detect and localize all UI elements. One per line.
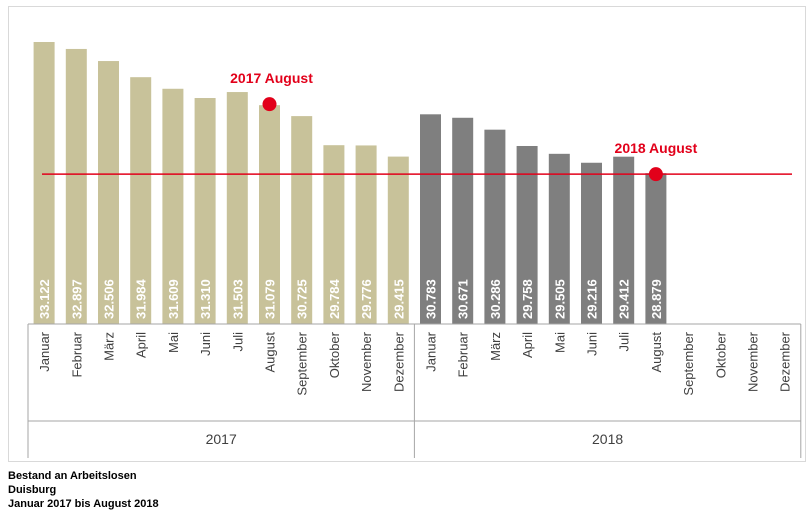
x-tick-label: Februar (456, 331, 471, 377)
bar-value-label: 31.310 (198, 279, 213, 319)
bar-value-label: 30.783 (424, 279, 439, 319)
x-tick-label: April (134, 332, 149, 358)
x-tick-label: Juni (198, 332, 213, 356)
x-tick-label: Juni (585, 332, 600, 356)
bar-value-label: 32.897 (69, 279, 84, 319)
bar-value-label: 30.671 (456, 279, 471, 319)
x-group-label: 2018 (592, 431, 623, 447)
bar-value-label: 31.503 (230, 279, 245, 319)
x-tick-label: November (359, 331, 374, 392)
bar-value-label: 29.412 (617, 279, 632, 319)
bar-2017-5 (162, 88, 184, 325)
bar-2017-3 (98, 61, 119, 325)
x-tick-label: Januar (424, 331, 439, 371)
x-tick-label: August (263, 332, 278, 373)
x-tick-label: Februar (69, 331, 84, 377)
bar-value-label: 31.609 (166, 279, 181, 319)
bar-2018-6 (581, 162, 602, 324)
bar-value-label: 29.758 (520, 279, 535, 319)
bar-value-label: 29.776 (359, 279, 374, 319)
bar-2017-8 (259, 105, 280, 324)
bar-2018-4 (516, 145, 538, 324)
chart-frame (8, 6, 806, 462)
x-tick-label: Mai (552, 332, 567, 353)
x-tick-label: Dezember (391, 331, 406, 392)
bar-value-label: 31.984 (134, 278, 149, 319)
x-tick-label: September (295, 331, 310, 395)
annotation-marker (648, 167, 663, 182)
annotation-label: 2017 August (230, 70, 313, 86)
bar-2018-3 (484, 129, 506, 324)
bar-value-label: 29.415 (391, 279, 406, 319)
bar-2017-12 (387, 156, 409, 324)
bar-2017-7 (226, 92, 248, 325)
bar-value-label: 28.879 (649, 279, 664, 319)
annotation-marker (262, 97, 277, 112)
bar-2018-7 (613, 156, 635, 324)
bar-2017-9 (291, 116, 313, 325)
bar-value-label: 32.506 (102, 279, 117, 319)
x-tick-label: Oktober (327, 331, 342, 378)
bar-value-label: 29.505 (552, 279, 567, 319)
bar-2017-10 (323, 145, 345, 324)
bar-chart: 33.122 Januar 32.897 Februar 32.506 März 31.98… (27, 42, 802, 458)
x-tick-label: September (681, 331, 696, 395)
bar-2017-4 (130, 77, 152, 324)
x-tick-label: März (488, 332, 503, 361)
bar-2017-2 (65, 48, 87, 324)
caption-title: Bestand an Arbeitslosen (8, 470, 137, 482)
bar-2018-1 (420, 114, 441, 324)
x-tick-label: April (520, 332, 535, 358)
bar-value-label: 33.122 (37, 279, 52, 319)
bar-2017-6 (194, 98, 216, 324)
bar-value-label: 29.784 (327, 278, 342, 319)
x-tick-label: Mai (166, 332, 181, 353)
x-tick-label: Dezember (778, 331, 793, 392)
x-tick-label: Januar (37, 331, 52, 371)
bar-2018-5 (548, 153, 570, 324)
bar-value-label: 30.725 (295, 279, 310, 319)
x-group-label: 2017 (206, 431, 237, 447)
x-tick-label: Juli (617, 332, 632, 352)
bar-2017-1 (33, 42, 55, 324)
bar-2018-2 (452, 117, 474, 325)
bar-value-label: 30.286 (488, 279, 503, 319)
x-tick-label: Juli (230, 332, 245, 352)
x-tick-label: Oktober (713, 331, 728, 378)
x-tick-label: März (102, 332, 117, 361)
caption-region: Duisburg (8, 484, 57, 496)
x-tick-label: August (649, 332, 664, 373)
caption-period: Januar 2017 bis August 2018 (8, 498, 159, 510)
x-tick-label: November (746, 331, 761, 392)
bar-2017-11 (355, 145, 377, 324)
bar-2018-8 (645, 173, 667, 324)
annotation-label: 2018 August (615, 140, 698, 156)
bar-value-label: 29.216 (585, 279, 600, 319)
bar-value-label: 31.079 (263, 279, 278, 319)
